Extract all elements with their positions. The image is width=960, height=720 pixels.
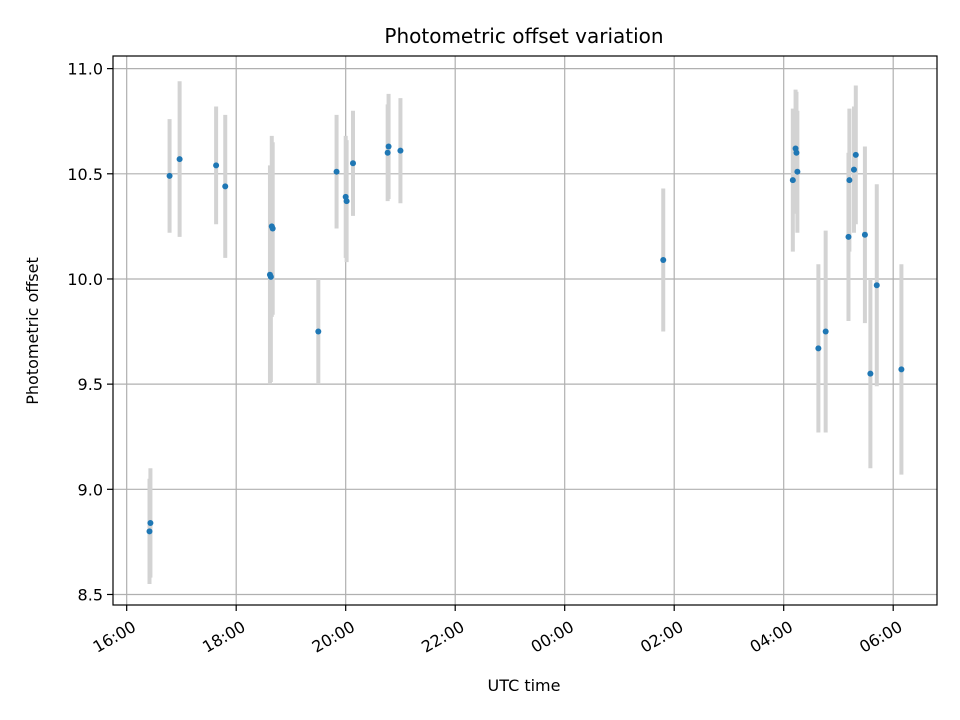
data-point xyxy=(213,162,220,169)
data-point xyxy=(845,233,852,240)
plot-frame xyxy=(112,55,938,606)
data-point xyxy=(146,528,153,535)
data-point xyxy=(384,149,391,156)
data-point xyxy=(222,183,229,190)
data-point xyxy=(147,519,154,526)
data-point xyxy=(861,231,868,238)
data-point xyxy=(269,225,276,232)
y-tick-label: 9.0 xyxy=(78,480,103,499)
data-point xyxy=(385,143,392,150)
data-point xyxy=(873,282,880,289)
data-point xyxy=(176,156,183,163)
y-tick-label: 9.5 xyxy=(78,375,103,394)
data-point xyxy=(850,166,857,173)
data-point xyxy=(794,168,801,175)
y-axis: 8.5 9.0 9.5 10.0 10.5 11.0 xyxy=(67,60,113,604)
data-points xyxy=(146,143,905,535)
data-point xyxy=(846,177,853,184)
y-tick-label: 10.0 xyxy=(67,270,103,289)
grid xyxy=(113,56,937,605)
data-point xyxy=(333,168,340,175)
y-tick-label: 11.0 xyxy=(67,60,103,79)
data-point xyxy=(397,147,404,154)
data-point xyxy=(315,328,322,335)
y-axis-label: Photometric offset xyxy=(23,257,42,405)
y-tick-label: 8.5 xyxy=(78,585,103,604)
data-point xyxy=(343,198,350,205)
data-point xyxy=(267,273,274,280)
data-point xyxy=(349,160,356,167)
data-point xyxy=(660,257,667,264)
x-axis-label: UTC time xyxy=(488,676,561,695)
y-tick-label: 10.5 xyxy=(67,165,103,184)
data-point xyxy=(898,366,905,373)
data-point xyxy=(867,370,874,377)
data-point xyxy=(166,172,173,179)
data-point xyxy=(789,177,796,184)
data-point xyxy=(852,151,859,158)
chart-title: Photometric offset variation xyxy=(384,24,663,48)
data-point xyxy=(822,328,829,335)
data-point xyxy=(793,149,800,156)
data-point xyxy=(815,345,822,352)
